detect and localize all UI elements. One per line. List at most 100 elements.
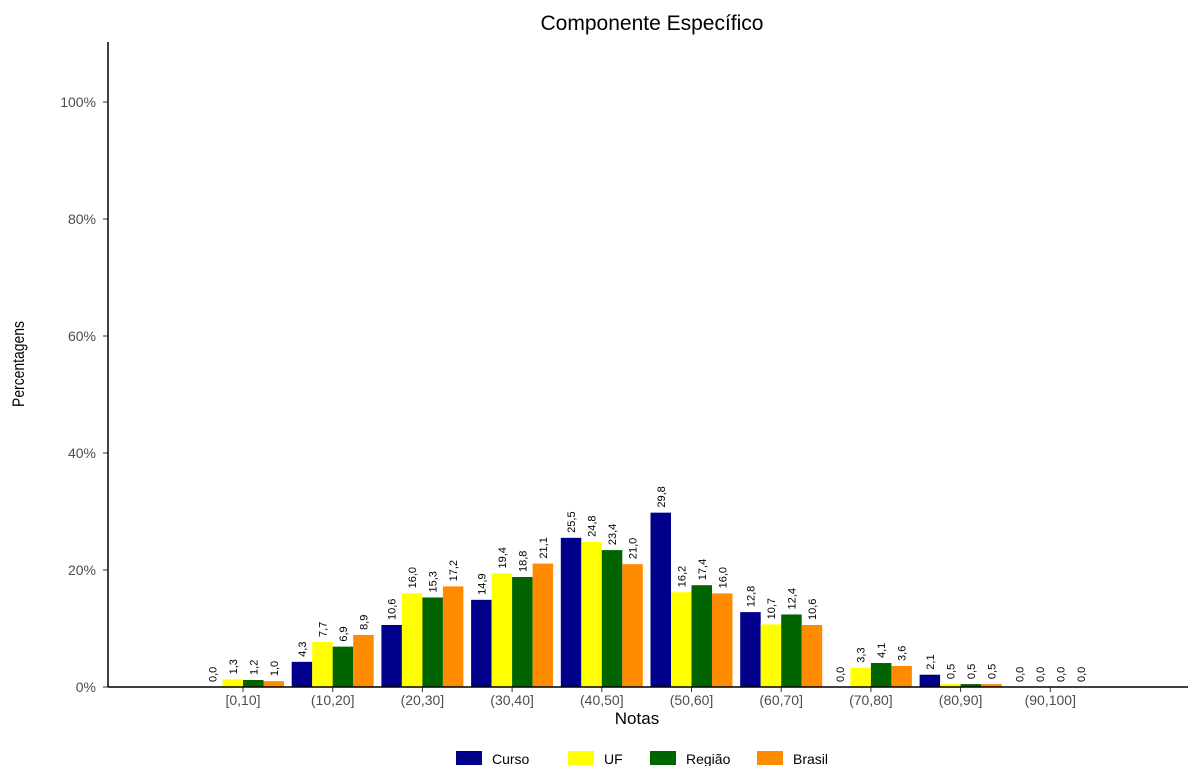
- bar-value-label: 0,5: [966, 664, 978, 679]
- bar-labels: 0,0 1,3 1,2 1,0 4,3 7,7 6,9 8,9 10,6 16,0 15,3 17,2…: [207, 486, 1088, 682]
- bar: [919, 674, 941, 687]
- bar: [422, 597, 443, 687]
- bar-value-label: 4,1: [876, 643, 888, 658]
- bar-value-label: 21,1: [538, 537, 550, 558]
- bar-value-label: 0,0: [835, 667, 847, 682]
- x-tick-label: (90,100]: [1025, 692, 1076, 708]
- bar-value-label: 7,7: [317, 622, 329, 637]
- bar: [691, 585, 712, 687]
- bar: [760, 624, 782, 687]
- bar: [263, 681, 284, 687]
- y-tick-label: 60%: [68, 328, 96, 344]
- bar-value-label: 2,1: [925, 654, 937, 669]
- x-tick-label: (20,30]: [401, 692, 445, 708]
- legend-label: Região: [686, 751, 731, 766]
- bar: [243, 679, 264, 687]
- bar-value-label: 0,5: [986, 664, 998, 679]
- x-tick-label: (60,70]: [759, 692, 803, 708]
- bar-value-label: 10,7: [766, 598, 778, 619]
- bars: [222, 512, 1002, 687]
- bar-value-label: 17,2: [448, 560, 460, 581]
- bar-value-label: 19,4: [497, 547, 509, 568]
- bar-value-label: 24,8: [587, 515, 599, 536]
- x-tick-label: (40,50]: [580, 692, 624, 708]
- legend-label: Curso: [492, 751, 530, 766]
- bar: [381, 624, 402, 687]
- y-tick-label: 0%: [76, 679, 96, 695]
- y-tick-label: 100%: [60, 94, 96, 110]
- bar: [870, 663, 892, 687]
- bar: [332, 646, 354, 687]
- bar-value-label: 0,0: [1056, 667, 1068, 682]
- bar: [353, 634, 374, 687]
- legend-swatch: [757, 751, 783, 765]
- bar-value-label: 23,4: [607, 524, 619, 545]
- bar-value-label: 15,3: [428, 571, 440, 592]
- x-axis-title: Notas: [615, 709, 659, 728]
- x-axis: [0,10] (10,20] (20,30] (30,40] (40,50] (50,60…: [225, 687, 1076, 708]
- bar-value-label: 10,6: [807, 599, 819, 620]
- y-tick-label: 20%: [68, 562, 96, 578]
- bar: [801, 624, 823, 687]
- bar-value-label: 1,2: [248, 660, 260, 675]
- legend: Curso UF Região Brasil: [456, 751, 828, 766]
- bar-value-label: 0,0: [207, 667, 219, 682]
- bar: [491, 573, 513, 687]
- legend-swatch: [456, 751, 482, 765]
- bar: [312, 641, 333, 687]
- bar: [781, 614, 802, 687]
- bar-value-label: 18,8: [517, 551, 529, 572]
- bar-value-label: 10,6: [387, 599, 399, 620]
- bar: [532, 563, 554, 687]
- bar: [512, 577, 533, 687]
- y-tick-label: 40%: [68, 445, 96, 461]
- bar: [291, 661, 313, 687]
- bar-value-label: 0,0: [1015, 667, 1027, 682]
- bar: [222, 679, 243, 687]
- bar-value-label: 21,0: [628, 538, 640, 559]
- bar-value-label: 0,0: [1076, 667, 1088, 682]
- y-tick-label: 80%: [68, 211, 96, 227]
- bar-value-label: 6,9: [338, 626, 350, 641]
- bar: [601, 550, 623, 687]
- bar: [622, 564, 643, 687]
- bar-value-label: 12,4: [786, 588, 798, 609]
- bar: [940, 684, 961, 687]
- bar: [671, 592, 692, 687]
- x-tick-label: (80,90]: [939, 692, 983, 708]
- legend-label: Brasil: [793, 751, 828, 766]
- bar-value-label: 0,5: [945, 664, 957, 679]
- bar-value-label: 8,9: [358, 615, 370, 630]
- y-axis: 0% 20% 40% 60% 80% 100%: [60, 94, 108, 695]
- bar-value-label: 0,0: [1035, 667, 1047, 682]
- bar: [740, 612, 761, 687]
- bar-value-label: 29,8: [656, 486, 668, 507]
- bar-value-label: 3,6: [897, 646, 909, 661]
- chart-title: Componente Específico: [541, 12, 764, 35]
- y-axis-title: Percentagens: [10, 321, 29, 407]
- bar: [442, 586, 464, 687]
- legend-label: UF: [604, 751, 623, 766]
- bar-value-label: 4,3: [297, 642, 309, 657]
- bar: [560, 537, 582, 687]
- bar-value-label: 16,0: [717, 567, 729, 588]
- bar-value-label: 17,4: [697, 559, 709, 580]
- x-tick-label: (50,60]: [670, 692, 714, 708]
- bar: [850, 667, 871, 687]
- x-tick-label: (70,80]: [849, 692, 893, 708]
- bar: [712, 593, 733, 687]
- bar-value-label: 3,3: [856, 647, 868, 662]
- bar: [650, 512, 671, 687]
- bar-value-label: 16,0: [407, 567, 419, 588]
- legend-swatch: [650, 751, 676, 765]
- bar-value-label: 14,9: [476, 573, 488, 594]
- x-tick-label: (10,20]: [311, 692, 355, 708]
- bar: [471, 599, 492, 687]
- bar: [401, 593, 423, 687]
- bar-value-label: 16,2: [676, 566, 688, 587]
- bar-value-label: 25,5: [566, 511, 578, 532]
- legend-swatch: [568, 751, 594, 765]
- x-tick-label: [0,10]: [225, 692, 260, 708]
- bar: [960, 684, 982, 687]
